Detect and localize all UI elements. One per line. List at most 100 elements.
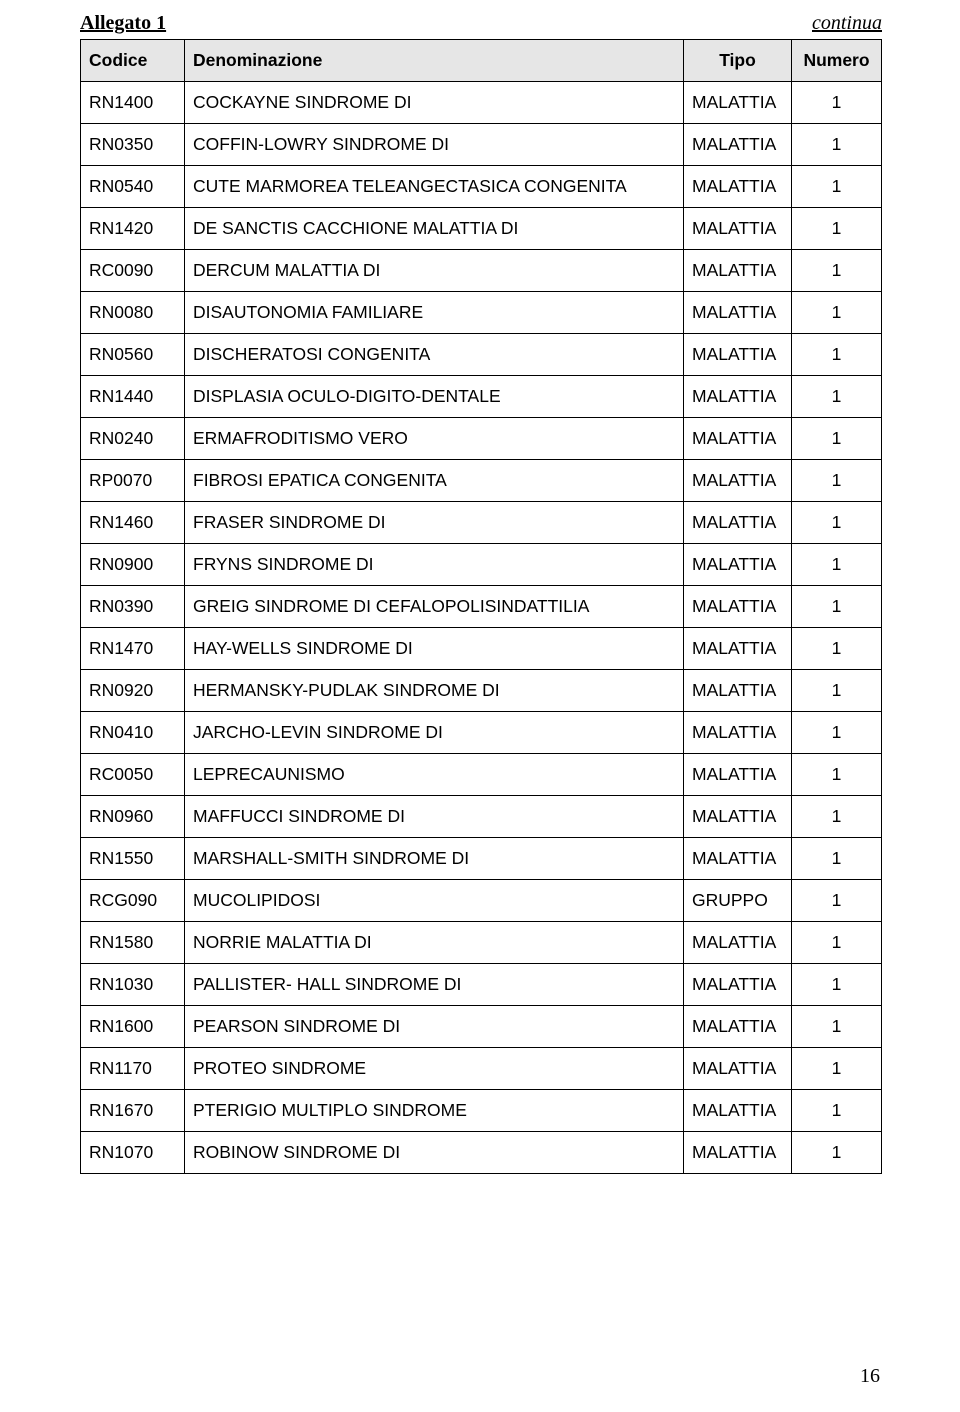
cell-tipo: MALATTIA [684, 712, 792, 754]
table-row: RC0090DERCUM MALATTIA DIMALATTIA1 [81, 250, 882, 292]
cell-tipo: MALATTIA [684, 502, 792, 544]
cell-numero: 1 [792, 838, 882, 880]
cell-denominazione: LEPRECAUNISMO [185, 754, 684, 796]
table-row: RN1440DISPLASIA OCULO-DIGITO-DENTALEMALA… [81, 376, 882, 418]
cell-codice: RN0350 [81, 124, 185, 166]
table-row: RN1580NORRIE MALATTIA DIMALATTIA1 [81, 922, 882, 964]
cell-tipo: MALATTIA [684, 418, 792, 460]
table-row: RN1400COCKAYNE SINDROME DIMALATTIA1 [81, 82, 882, 124]
cell-tipo: MALATTIA [684, 124, 792, 166]
cell-codice: RN0410 [81, 712, 185, 754]
cell-denominazione: DISCHERATOSI CONGENITA [185, 334, 684, 376]
cell-tipo: GRUPPO [684, 880, 792, 922]
table-row: RN0410JARCHO-LEVIN SINDROME DIMALATTIA1 [81, 712, 882, 754]
cell-tipo: MALATTIA [684, 964, 792, 1006]
cell-denominazione: GREIG SINDROME DI CEFALOPOLISINDATTILIA [185, 586, 684, 628]
page-number: 16 [860, 1365, 880, 1388]
cell-denominazione: DE SANCTIS CACCHIONE MALATTIA DI [185, 208, 684, 250]
table-row: RN1670PTERIGIO MULTIPLO SINDROMEMALATTIA… [81, 1090, 882, 1132]
cell-tipo: MALATTIA [684, 82, 792, 124]
cell-denominazione: FRYNS SINDROME DI [185, 544, 684, 586]
cell-numero: 1 [792, 418, 882, 460]
cell-denominazione: COCKAYNE SINDROME DI [185, 82, 684, 124]
cell-tipo: MALATTIA [684, 1090, 792, 1132]
table-row: RN0900FRYNS SINDROME DIMALATTIA1 [81, 544, 882, 586]
cell-codice: RN0560 [81, 334, 185, 376]
cell-numero: 1 [792, 334, 882, 376]
cell-numero: 1 [792, 754, 882, 796]
cell-denominazione: MARSHALL-SMITH SINDROME DI [185, 838, 684, 880]
col-header-codice: Codice [81, 40, 185, 82]
cell-codice: RN0920 [81, 670, 185, 712]
cell-codice: RP0070 [81, 460, 185, 502]
cell-numero: 1 [792, 1006, 882, 1048]
cell-numero: 1 [792, 376, 882, 418]
cell-numero: 1 [792, 292, 882, 334]
cell-numero: 1 [792, 166, 882, 208]
cell-denominazione: MUCOLIPIDOSI [185, 880, 684, 922]
cell-numero: 1 [792, 796, 882, 838]
cell-tipo: MALATTIA [684, 1048, 792, 1090]
cell-denominazione: FRASER SINDROME DI [185, 502, 684, 544]
cell-codice: RC0050 [81, 754, 185, 796]
cell-denominazione: DISAUTONOMIA FAMILIARE [185, 292, 684, 334]
cell-denominazione: PEARSON SINDROME DI [185, 1006, 684, 1048]
cell-codice: RN0960 [81, 796, 185, 838]
table-row: RP0070FIBROSI EPATICA CONGENITAMALATTIA1 [81, 460, 882, 502]
table-row: RN0560DISCHERATOSI CONGENITAMALATTIA1 [81, 334, 882, 376]
cell-numero: 1 [792, 922, 882, 964]
table-row: RN1070ROBINOW SINDROME DIMALATTIA1 [81, 1132, 882, 1174]
cell-denominazione: JARCHO-LEVIN SINDROME DI [185, 712, 684, 754]
cell-tipo: MALATTIA [684, 376, 792, 418]
cell-codice: RN1420 [81, 208, 185, 250]
cell-codice: RN1460 [81, 502, 185, 544]
cell-numero: 1 [792, 1090, 882, 1132]
cell-codice: RN1580 [81, 922, 185, 964]
cell-numero: 1 [792, 880, 882, 922]
table-row: RN1460FRASER SINDROME DIMALATTIA1 [81, 502, 882, 544]
table-row: RN1030PALLISTER- HALL SINDROME DIMALATTI… [81, 964, 882, 1006]
cell-numero: 1 [792, 124, 882, 166]
table-row: RN0350COFFIN-LOWRY SINDROME DIMALATTIA1 [81, 124, 882, 166]
cell-denominazione: CUTE MARMOREA TELEANGECTASICA CONGENITA [185, 166, 684, 208]
col-header-denominazione: Denominazione [185, 40, 684, 82]
cell-codice: RN1030 [81, 964, 185, 1006]
cell-codice: RN1600 [81, 1006, 185, 1048]
col-header-numero: Numero [792, 40, 882, 82]
cell-numero: 1 [792, 1132, 882, 1174]
cell-tipo: MALATTIA [684, 208, 792, 250]
cell-codice: RN1470 [81, 628, 185, 670]
cell-denominazione: ERMAFRODITISMO VERO [185, 418, 684, 460]
cell-denominazione: PROTEO SINDROME [185, 1048, 684, 1090]
cell-numero: 1 [792, 1048, 882, 1090]
cell-tipo: MALATTIA [684, 1132, 792, 1174]
cell-denominazione: DERCUM MALATTIA DI [185, 250, 684, 292]
table-row: RCG090MUCOLIPIDOSIGRUPPO1 [81, 880, 882, 922]
table-row: RN1420DE SANCTIS CACCHIONE MALATTIA DIMA… [81, 208, 882, 250]
attachment-label: Allegato 1 [80, 12, 166, 35]
cell-codice: RN1440 [81, 376, 185, 418]
cell-codice: RC0090 [81, 250, 185, 292]
cell-denominazione: FIBROSI EPATICA CONGENITA [185, 460, 684, 502]
cell-tipo: MALATTIA [684, 754, 792, 796]
cell-numero: 1 [792, 460, 882, 502]
col-header-tipo: Tipo [684, 40, 792, 82]
cell-tipo: MALATTIA [684, 628, 792, 670]
table-header-row: Codice Denominazione Tipo Numero [81, 40, 882, 82]
cell-denominazione: NORRIE MALATTIA DI [185, 922, 684, 964]
cell-numero: 1 [792, 964, 882, 1006]
cell-tipo: MALATTIA [684, 460, 792, 502]
table-row: RN0390GREIG SINDROME DI CEFALOPOLISINDAT… [81, 586, 882, 628]
cell-denominazione: MAFFUCCI SINDROME DI [185, 796, 684, 838]
table-row: RN1170PROTEO SINDROMEMALATTIA1 [81, 1048, 882, 1090]
cell-codice: RN1070 [81, 1132, 185, 1174]
cell-denominazione: HERMANSKY-PUDLAK SINDROME DI [185, 670, 684, 712]
cell-denominazione: HAY-WELLS SINDROME DI [185, 628, 684, 670]
cell-numero: 1 [792, 712, 882, 754]
table-row: RN1550MARSHALL-SMITH SINDROME DIMALATTIA… [81, 838, 882, 880]
cell-denominazione: PTERIGIO MULTIPLO SINDROME [185, 1090, 684, 1132]
cell-codice: RN1670 [81, 1090, 185, 1132]
cell-numero: 1 [792, 208, 882, 250]
cell-codice: RN0240 [81, 418, 185, 460]
cell-numero: 1 [792, 82, 882, 124]
